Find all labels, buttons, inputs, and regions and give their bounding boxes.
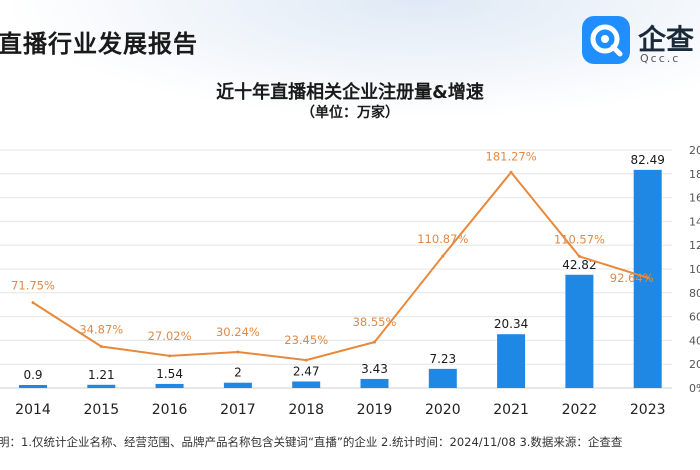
chart-title: 近十年直播相关企业注册量&增速 [216, 82, 484, 103]
growth-point [577, 254, 581, 258]
x-tick-label: 2016 [152, 402, 188, 418]
bar-value-label: 2.47 [293, 364, 320, 378]
y-tick-label: 20 [689, 358, 700, 371]
bar [19, 385, 47, 388]
y-tick-label: 18 [689, 168, 700, 181]
report-title: 直播行业发展报告 [0, 30, 198, 58]
y-tick-label: 20 [689, 144, 700, 157]
y-tick-label: 16 [689, 192, 700, 205]
bar [87, 384, 116, 388]
growth-value-label: 92.64% [610, 271, 654, 285]
x-tick-label: 2021 [493, 402, 529, 418]
growth-point [168, 354, 172, 358]
x-tick-label: 2020 [425, 402, 461, 418]
growth-value-label: 27.02% [148, 329, 192, 343]
growth-point [441, 254, 445, 258]
growth-point [31, 301, 35, 305]
y-tick-label: 12 [689, 239, 700, 252]
bar-value-label: 82.49 [631, 153, 665, 167]
x-tick-label: 2022 [562, 402, 598, 418]
bar-value-label: 1.21 [88, 368, 115, 382]
bar-value-label: 3.43 [361, 362, 388, 376]
bar-value-label: 7.23 [429, 352, 456, 366]
growth-value-label: 181.27% [486, 149, 537, 163]
growth-point [509, 170, 513, 174]
growth-value-label: 30.24% [216, 325, 260, 339]
growth-value-label: 110.57% [554, 232, 605, 246]
bar-value-label: 2 [234, 366, 242, 380]
growth-value-label: 110.87% [417, 232, 468, 246]
growth-point [236, 350, 240, 354]
y-tick-label: 40 [689, 334, 700, 347]
growth-value-label: 38.55% [353, 315, 397, 329]
bar [292, 381, 321, 388]
chart-subtitle: （单位：万家） [301, 105, 399, 121]
growth-value-label: 71.75% [11, 279, 55, 293]
footnote: 明：1.仅统计企业名称、经营范围、品牌产品名称包含关键词“直播”的企业 2.统计… [0, 435, 623, 449]
growth-point [646, 276, 650, 280]
bar [497, 334, 526, 388]
y-tick-label: 10 [689, 263, 700, 276]
brand-domain: Qcc.c [640, 52, 681, 65]
growth-value-label: 34.87% [79, 323, 123, 337]
bar-value-label: 0.9 [23, 368, 42, 382]
x-tick-label: 2014 [15, 402, 51, 418]
growth-point [99, 345, 103, 349]
bar [565, 274, 594, 388]
x-tick-label: 2017 [220, 402, 256, 418]
bar [223, 382, 252, 388]
bar [360, 378, 389, 388]
x-tick-label: 2015 [83, 402, 119, 418]
growth-point [304, 358, 308, 362]
growth-point [373, 340, 376, 344]
growth-line [32, 170, 648, 362]
brand-logo-icon [582, 16, 630, 64]
bar-value-label: 20.34 [494, 317, 528, 331]
brand: 企查 Qcc.c [582, 16, 700, 72]
x-tick-label: 2019 [357, 402, 393, 418]
bar-value-label: 1.54 [156, 367, 183, 381]
growth-value-label: 23.45% [284, 333, 328, 347]
y-tick-label: 0% [689, 382, 700, 395]
brand-name: 企查 [638, 23, 695, 56]
bar [155, 383, 184, 388]
x-tick-label: 2023 [630, 402, 666, 418]
x-tick-label: 2018 [288, 402, 324, 418]
bar [428, 368, 457, 388]
y-tick-label: 80 [689, 287, 700, 300]
y-tick-label: 14 [689, 215, 700, 228]
bar-value-label: 42.82 [562, 258, 596, 272]
y-tick-label: 60 [689, 311, 700, 324]
